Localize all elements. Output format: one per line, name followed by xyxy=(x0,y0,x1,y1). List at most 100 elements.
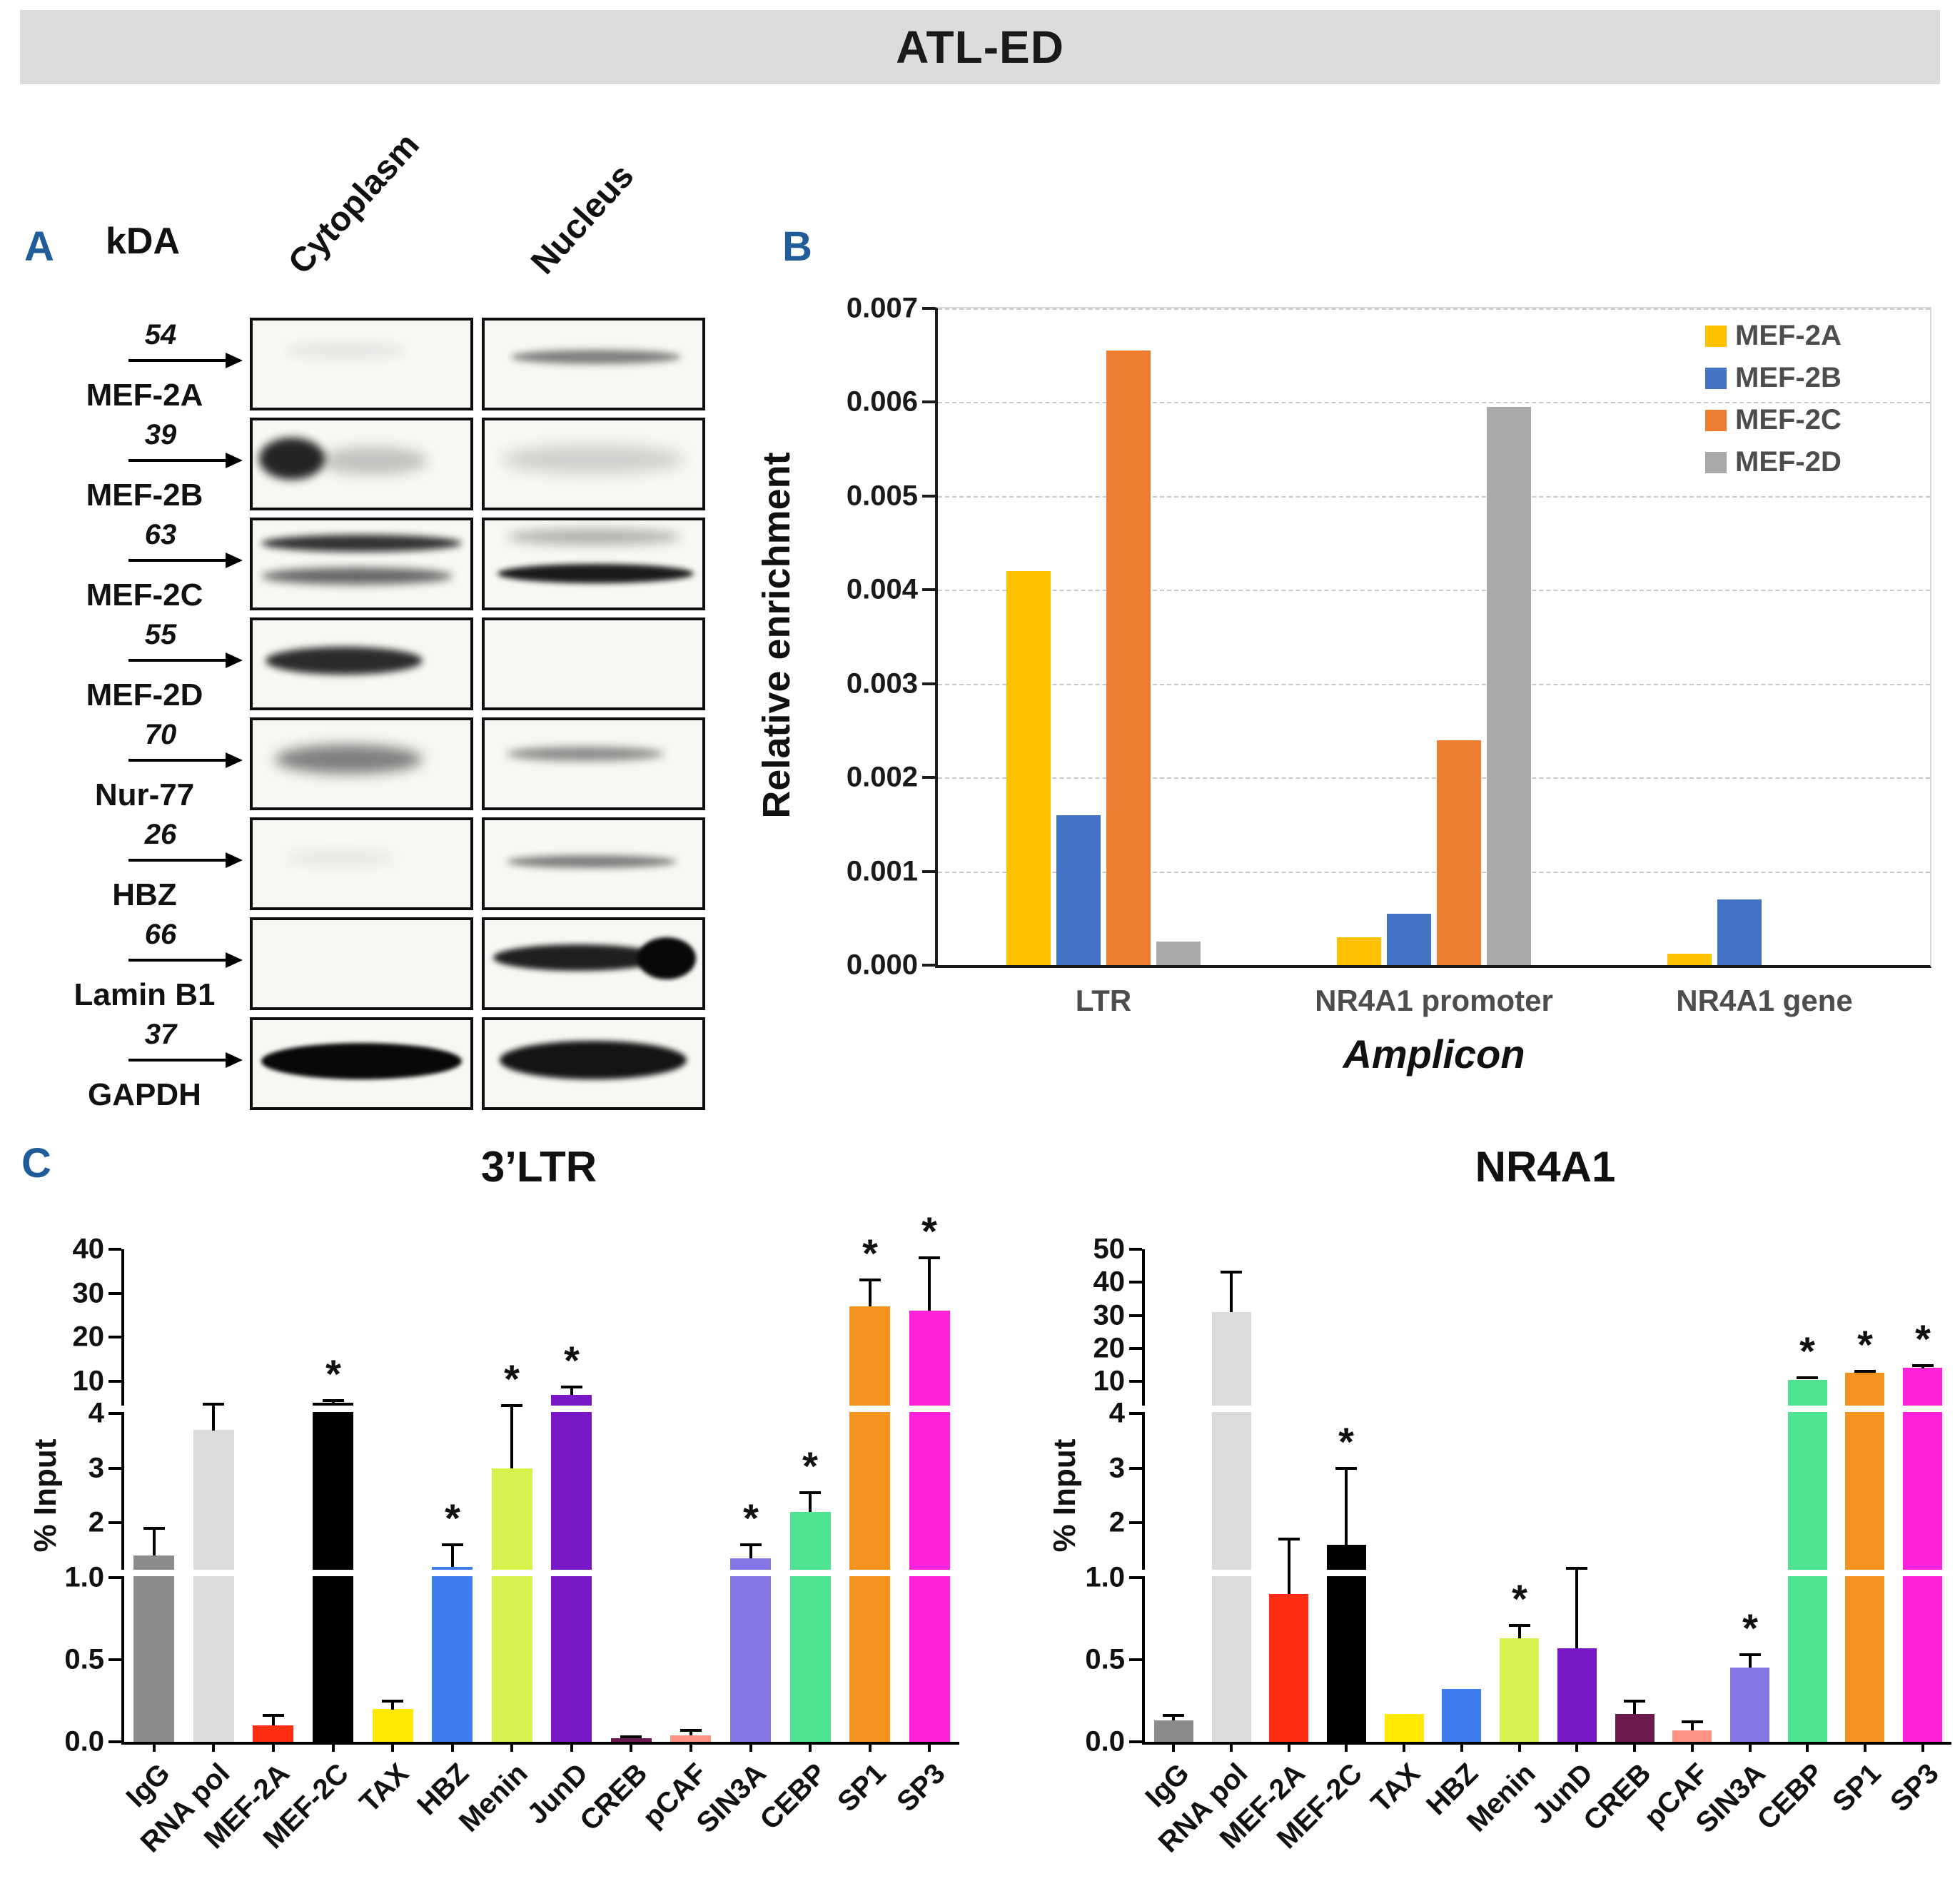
error-cap xyxy=(1912,1364,1934,1367)
y-tick-label: 10 xyxy=(72,1365,105,1397)
protein-label: MEF-2C xyxy=(86,578,203,612)
x-tick-mark xyxy=(630,1743,632,1752)
y-tick-label: 0.000 xyxy=(846,949,918,981)
y-tick-label: 40 xyxy=(1093,1266,1126,1298)
x-category-label-SP1: SP1 xyxy=(832,1758,893,1818)
x-category-label-SP3: SP3 xyxy=(891,1758,952,1818)
bar-SP1 xyxy=(849,1306,890,1742)
y-tick-label: 0.006 xyxy=(846,385,918,418)
y-tick-label: 3 xyxy=(1108,1452,1125,1484)
ltr-y-axis-label: % Input xyxy=(28,1438,63,1553)
ltr-chart-title: 3’LTR xyxy=(480,1143,597,1191)
y-tick-mark xyxy=(108,1576,121,1579)
arrow-head-icon xyxy=(226,952,243,968)
legend-item-MEF-2D: MEF-2D xyxy=(1705,446,1842,478)
y-tick-label: 20 xyxy=(72,1321,105,1353)
nr4a1-chart-title: NR4A1 xyxy=(1475,1143,1616,1191)
x-tick-mark xyxy=(809,1743,812,1752)
x-tick-mark xyxy=(1575,1743,1578,1752)
axis-break xyxy=(121,1406,959,1412)
x-tick-mark xyxy=(391,1743,394,1752)
bar-JunD xyxy=(1557,1648,1597,1742)
arrow-head-icon xyxy=(226,852,243,868)
bar-MEF-2C-LTR xyxy=(1106,351,1151,965)
kda-value: 70 xyxy=(144,719,177,750)
bar-MEF-2D-LTR xyxy=(1156,942,1201,965)
error-cap xyxy=(203,1403,224,1406)
y-tick-label: 0.0 xyxy=(1085,1725,1125,1758)
x-tick-mark xyxy=(1460,1743,1463,1752)
blot-hbz-nucleus xyxy=(482,817,705,910)
bar-IgG xyxy=(1154,1720,1193,1742)
kda-value: 26 xyxy=(144,819,177,850)
error-cap xyxy=(859,1279,881,1281)
error-cap xyxy=(143,1527,165,1530)
legend-label: MEF-2A xyxy=(1735,320,1842,351)
error-bar xyxy=(1749,1655,1752,1668)
arrow-head-icon xyxy=(226,1052,243,1068)
bar-MEF-2D-NR4A1 promoter xyxy=(1487,407,1531,965)
blot-mef-2a-nucleus xyxy=(482,318,705,410)
y-tick-label: 40 xyxy=(72,1233,105,1265)
gridline xyxy=(938,308,1930,310)
y-tick-mark xyxy=(108,1658,121,1661)
bar-pCAF xyxy=(1672,1730,1712,1742)
y-tick-mark xyxy=(108,1380,121,1383)
x-category-label-TAX: TAX xyxy=(1365,1758,1427,1819)
bar-CEBP xyxy=(1788,1380,1827,1742)
bar-RNA pol xyxy=(193,1430,234,1742)
bar-CREB xyxy=(1615,1714,1655,1742)
protein-label: GAPDH xyxy=(88,1077,201,1112)
kda-value: 63 xyxy=(144,519,177,550)
y-tick-label: 30 xyxy=(1093,1299,1126,1331)
legend-swatch xyxy=(1705,325,1727,347)
x-tick-mark xyxy=(272,1743,275,1752)
x-tick-mark xyxy=(212,1743,215,1752)
error-bar xyxy=(1172,1715,1175,1720)
error-bar xyxy=(689,1730,692,1735)
blot-band xyxy=(318,447,428,475)
error-bar xyxy=(749,1545,752,1558)
bar-MEF-2B-LTR xyxy=(1056,815,1101,965)
significance-star: * xyxy=(1857,1322,1873,1367)
error-bar xyxy=(869,1280,872,1306)
kda-value: 37 xyxy=(144,1019,177,1050)
error-cap xyxy=(1797,1376,1818,1379)
error-bar xyxy=(451,1545,454,1567)
blot-band xyxy=(259,438,325,480)
error-bar xyxy=(212,1404,215,1431)
y-tick-mark xyxy=(108,1467,121,1470)
y-tick-mark xyxy=(1129,1521,1142,1524)
panel-b-label: B xyxy=(782,223,812,270)
legend-item-MEF-2A: MEF-2A xyxy=(1705,320,1842,352)
x-tick-mark xyxy=(689,1743,692,1752)
y-tick-mark xyxy=(108,1292,121,1295)
blot-band xyxy=(507,747,664,761)
y-tick-mark xyxy=(1129,1281,1142,1284)
kda-value: 54 xyxy=(144,319,177,351)
error-bar xyxy=(928,1258,931,1311)
x-tick-mark xyxy=(1230,1743,1233,1752)
protein-label: MEF-2D xyxy=(86,677,203,712)
error-cap xyxy=(1509,1624,1530,1627)
bar-SIN3A xyxy=(1730,1668,1769,1742)
y-tick-label: 2 xyxy=(88,1506,104,1538)
y-tick-mark xyxy=(108,1412,121,1415)
blot-band xyxy=(500,1041,687,1079)
y-tick-label: 0.005 xyxy=(846,480,918,512)
error-cap xyxy=(1335,1467,1357,1470)
y-tick-label: 0.002 xyxy=(846,761,918,793)
enrichment-bar-chart: Amplicon 0.000 0.001 0.002 0.003 0.004 0.005 0… xyxy=(847,293,1931,1076)
y-tick-mark xyxy=(1129,1740,1142,1743)
error-bar xyxy=(809,1493,812,1512)
bar-HBZ xyxy=(1442,1689,1481,1742)
error-cap xyxy=(799,1491,821,1494)
y-tick-mark xyxy=(1129,1314,1142,1317)
y-tick-label: 10 xyxy=(1093,1365,1126,1397)
bar-MEF-2B-NR4A1 promoter xyxy=(1387,914,1431,965)
x-tick-mark xyxy=(1403,1743,1405,1752)
x-category-label-CREB: CREB xyxy=(573,1758,654,1837)
lane-label-nucleus: Nucleus xyxy=(524,157,642,282)
y-tick-label: 0.007 xyxy=(846,292,918,324)
western-blot-panel: kDA Cytoplasm Nucleus 54 MEF-2A 39 MEF-2B 63… xyxy=(21,100,757,1156)
